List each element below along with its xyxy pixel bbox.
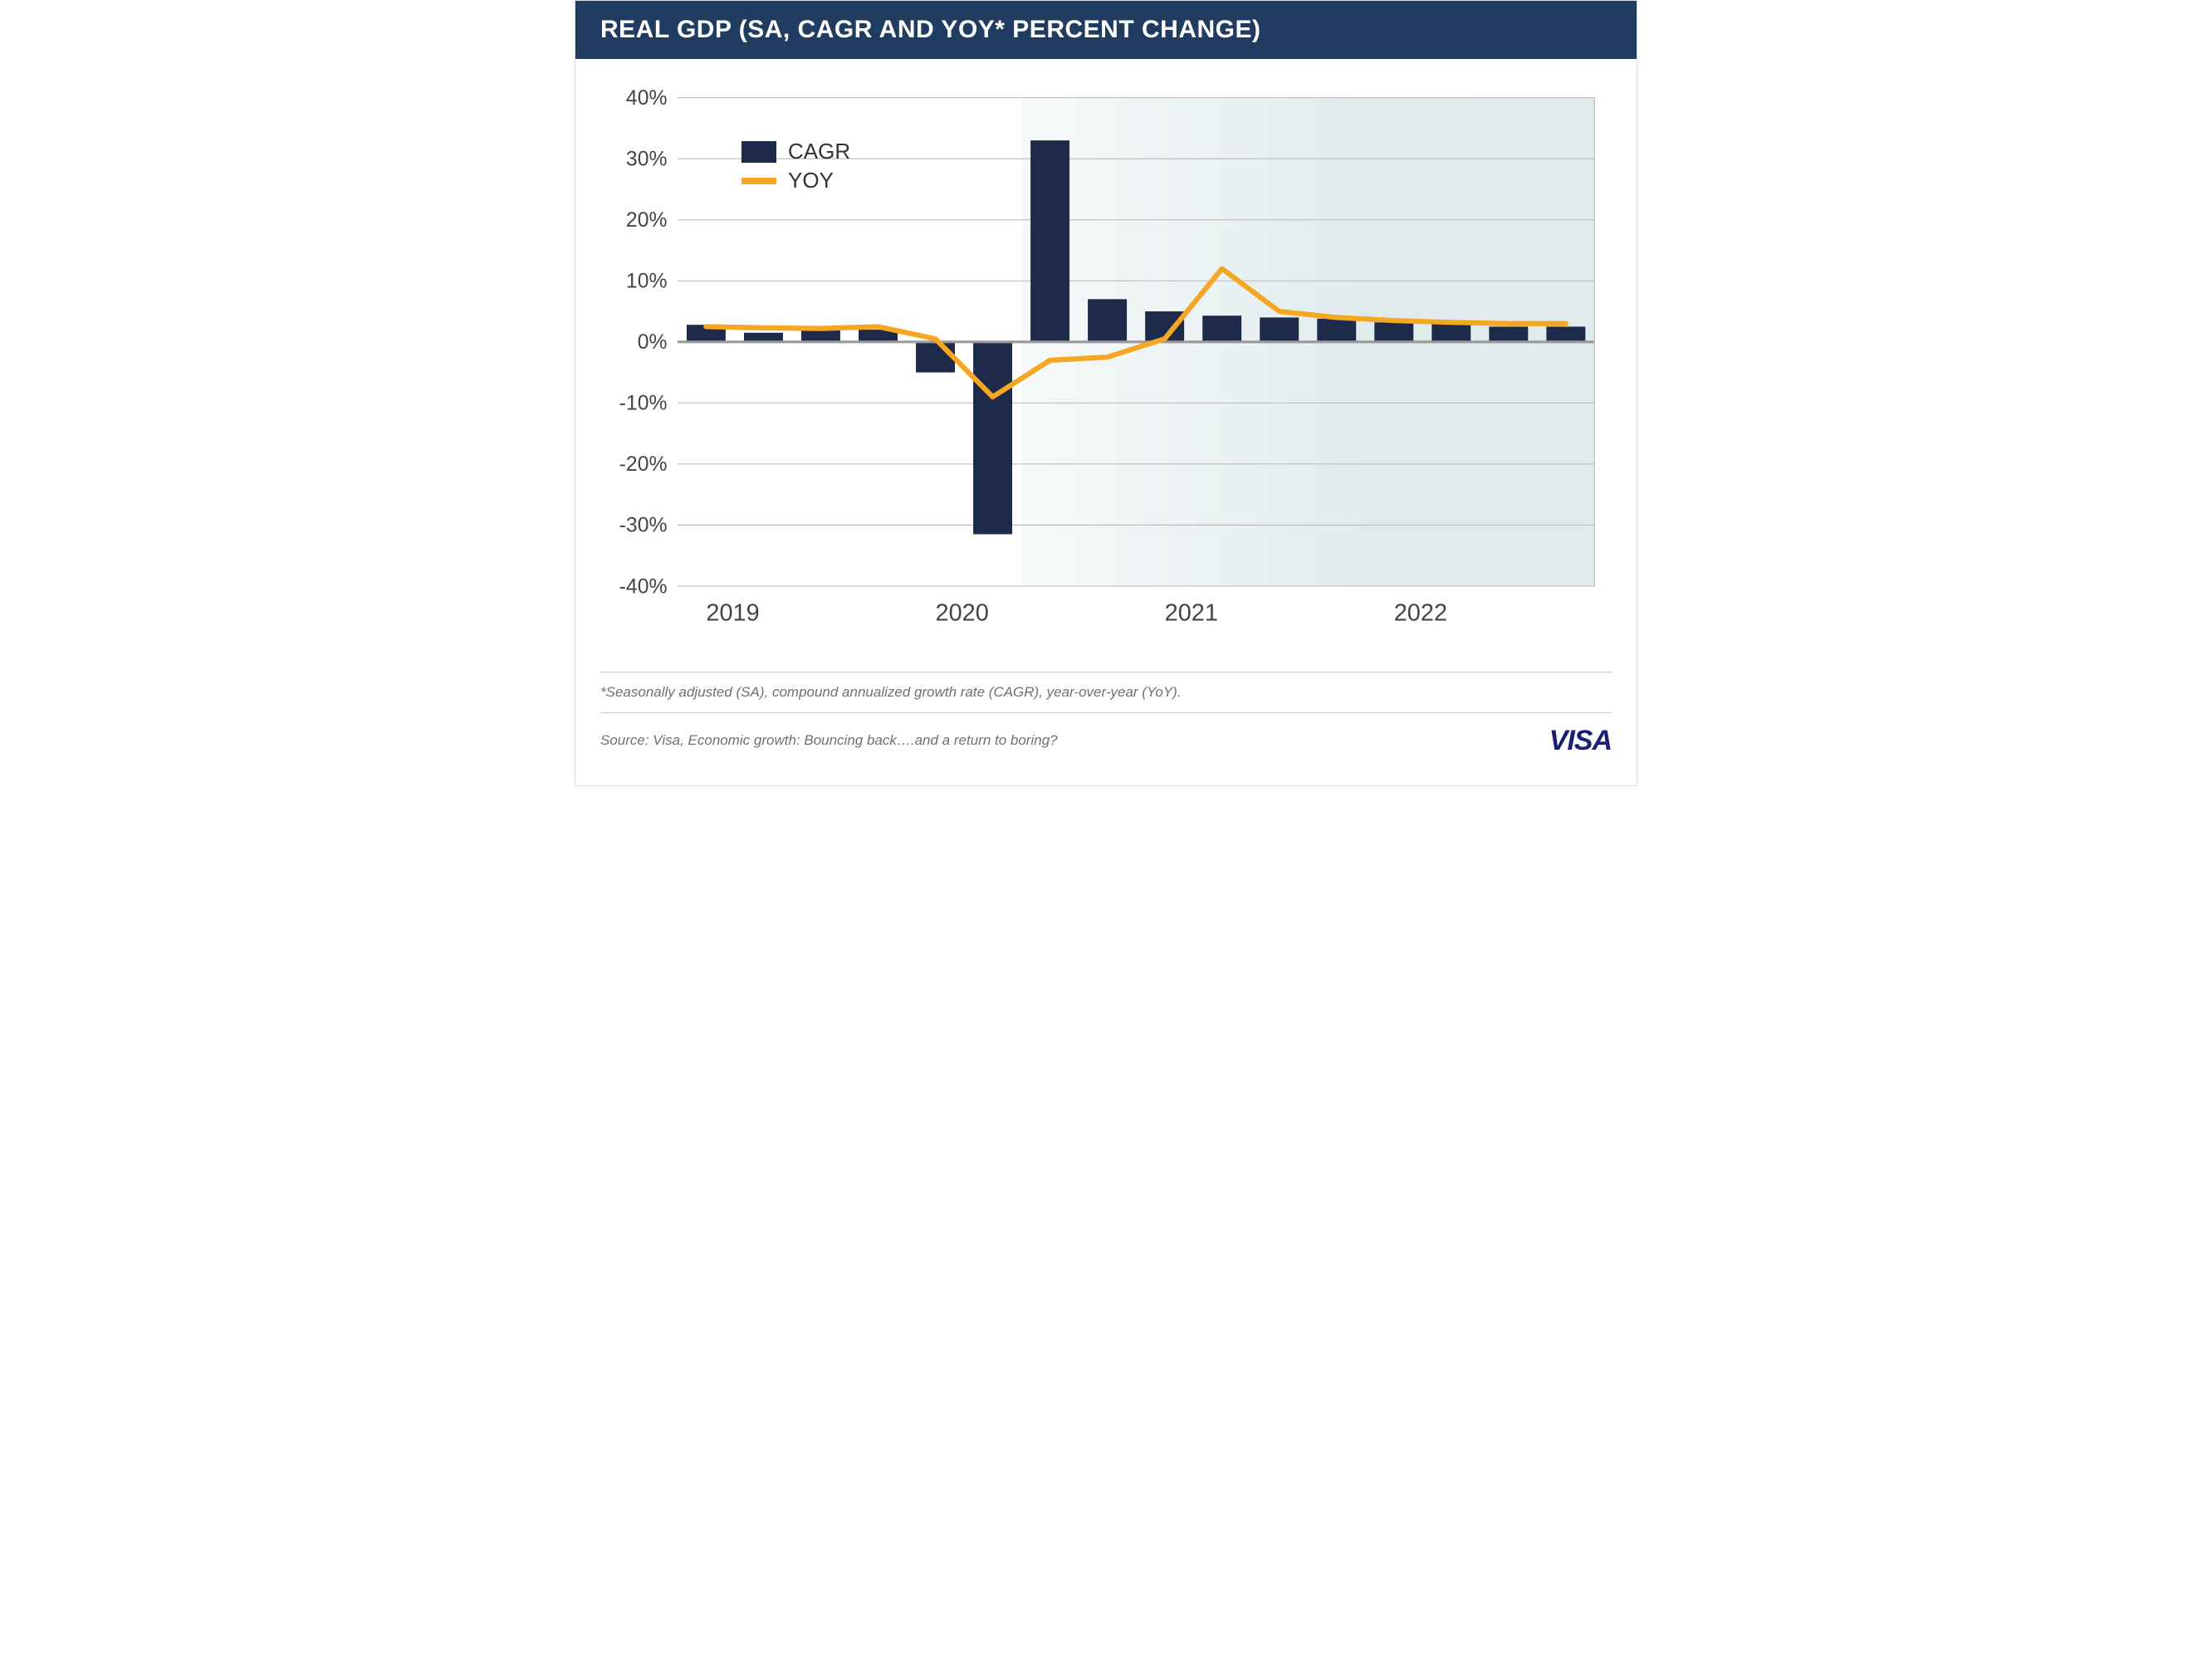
y-tick-label: -30% bbox=[619, 515, 668, 537]
legend-swatch-bar-icon bbox=[741, 141, 776, 163]
legend-label: CAGR bbox=[788, 139, 850, 164]
bar bbox=[973, 342, 1012, 535]
bar bbox=[1030, 140, 1069, 342]
legend-item: YOY bbox=[741, 168, 850, 193]
chart-area: -40% -30% -20% -10% 0% 10% 20% 30% 40% 2019 2020 20… bbox=[575, 64, 1637, 663]
chart-card: REAL GDP (SA, CAGR AND YOY* PERCENT CHAN… bbox=[575, 0, 1637, 786]
y-tick-label: 30% bbox=[626, 148, 668, 170]
bar bbox=[1546, 326, 1585, 341]
bar bbox=[1088, 299, 1127, 341]
bar bbox=[1489, 326, 1528, 341]
bar bbox=[1374, 322, 1413, 342]
y-tick-label: 10% bbox=[626, 271, 668, 293]
x-year-label: 2019 bbox=[706, 599, 759, 626]
bar bbox=[1431, 324, 1471, 342]
bar bbox=[1317, 319, 1356, 342]
bar bbox=[916, 342, 955, 373]
x-year-label: 2021 bbox=[1165, 599, 1218, 626]
bar bbox=[744, 333, 783, 342]
legend-label: YOY bbox=[788, 168, 834, 193]
footnote-definition: *Seasonally adjusted (SA), compound annu… bbox=[600, 672, 1612, 712]
y-tick-label: -20% bbox=[619, 453, 668, 476]
x-year-label: 2020 bbox=[936, 599, 989, 626]
legend: CAGR YOY bbox=[741, 139, 850, 197]
title-bar: REAL GDP (SA, CAGR AND YOY* PERCENT CHAN… bbox=[575, 1, 1637, 64]
legend-swatch-line-icon bbox=[741, 178, 776, 184]
x-year-label: 2022 bbox=[1394, 599, 1447, 626]
legend-item: CAGR bbox=[741, 139, 850, 164]
y-tick-label: -10% bbox=[619, 393, 668, 415]
y-tick-label: 40% bbox=[626, 87, 668, 110]
y-tick-label: 20% bbox=[626, 209, 668, 232]
visa-logo: VISA bbox=[1549, 725, 1612, 757]
chart-title: REAL GDP (SA, CAGR AND YOY* PERCENT CHAN… bbox=[600, 16, 1260, 43]
footnotes: *Seasonally adjusted (SA), compound annu… bbox=[575, 663, 1637, 785]
y-tick-label: 0% bbox=[638, 331, 668, 354]
bar bbox=[1202, 315, 1241, 342]
footnote-text-2: Source: Visa, Economic growth: Bouncing … bbox=[600, 732, 1058, 749]
bar bbox=[1260, 317, 1299, 341]
footnote-source-row: Source: Visa, Economic growth: Bouncing … bbox=[600, 712, 1612, 769]
y-tick-label: -40% bbox=[619, 575, 668, 598]
footnote-text-1: *Seasonally adjusted (SA), compound annu… bbox=[600, 684, 1182, 701]
